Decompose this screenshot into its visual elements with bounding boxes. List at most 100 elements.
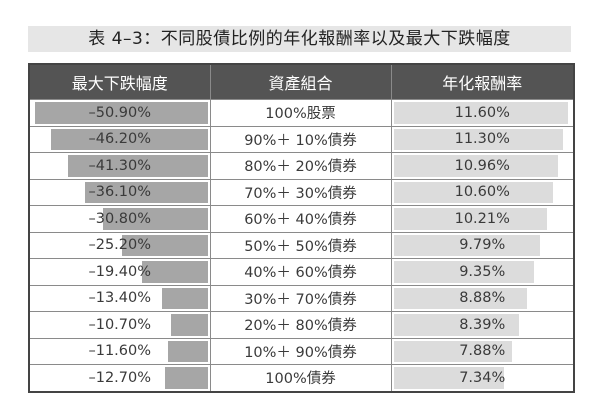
return-value: 7.34% bbox=[459, 369, 506, 386]
return-bar bbox=[393, 128, 563, 150]
drawdown-bar bbox=[51, 128, 208, 150]
drawdown-cell: –10.70% bbox=[29, 311, 211, 338]
drawdown-bar bbox=[171, 314, 208, 336]
drawdown-bar bbox=[103, 208, 208, 230]
return-bar bbox=[393, 261, 534, 283]
drawdown-value: –19.40% bbox=[88, 263, 152, 280]
table-row: –13.40% 30%＋ 70%債券 8.88% bbox=[29, 284, 574, 312]
return-value: 11.60% bbox=[454, 104, 510, 121]
drawdown-value: –12.70% bbox=[88, 369, 152, 386]
return-bar bbox=[393, 287, 527, 309]
return-cell: 10.21% bbox=[391, 205, 574, 232]
return-value: 8.88% bbox=[459, 290, 506, 307]
drawdown-value: –13.40% bbox=[88, 290, 152, 307]
drawdown-bar bbox=[168, 340, 208, 362]
table-row: –19.40% 40%＋ 60%債券 9.35% bbox=[29, 258, 574, 285]
drawdown-bar bbox=[164, 367, 208, 389]
return-value: 8.39% bbox=[459, 316, 506, 333]
portfolio-label: 20%＋ 80%債券 bbox=[244, 318, 357, 335]
drawdown-cell: –19.40% bbox=[29, 258, 211, 285]
return-bar bbox=[393, 208, 547, 230]
portfolio-cell: 30%＋ 70%債券 bbox=[210, 284, 392, 312]
drawdown-bar bbox=[85, 181, 208, 203]
return-bar bbox=[393, 102, 568, 124]
return-value: 7.88% bbox=[459, 343, 506, 360]
portfolio-cell: 90%＋ 10%債券 bbox=[210, 125, 392, 153]
return-value: 10.21% bbox=[454, 210, 510, 227]
drawdown-bar bbox=[141, 261, 208, 283]
portfolio-label: 30%＋ 70%債券 bbox=[244, 291, 357, 308]
portfolio-label: 60%＋ 40%債券 bbox=[244, 212, 357, 229]
table-row: –30.80% 60%＋ 40%債券 10.21% bbox=[29, 205, 574, 232]
drawdown-cell: –25.20% bbox=[29, 231, 211, 259]
drawdown-cell: –41.30% bbox=[29, 152, 211, 179]
drawdown-value: –36.10% bbox=[88, 184, 152, 201]
table-row: –41.30% 80%＋ 20%債券 10.96% bbox=[29, 152, 574, 179]
column-header-return: 年化報酬率 bbox=[391, 64, 574, 100]
drawdown-bar bbox=[35, 102, 208, 124]
return-cell: 8.88% bbox=[391, 284, 574, 312]
return-bar bbox=[393, 181, 553, 203]
portfolio-label: 90%＋ 10%債券 bbox=[244, 132, 357, 149]
drawdown-cell: –11.60% bbox=[29, 337, 211, 365]
drawdown-value: –41.30% bbox=[88, 157, 152, 174]
portfolio-cell: 20%＋ 80%債券 bbox=[210, 311, 392, 338]
return-value: 10.60% bbox=[454, 184, 510, 201]
return-cell: 9.79% bbox=[391, 231, 574, 259]
return-cell: 11.30% bbox=[391, 125, 574, 153]
return-cell: 7.88% bbox=[391, 337, 574, 365]
return-cell: 9.35% bbox=[391, 258, 574, 285]
portfolio-cell: 70%＋ 30%債券 bbox=[210, 178, 392, 206]
portfolio-label: 10%＋ 90%債券 bbox=[244, 344, 357, 361]
return-bar bbox=[393, 340, 512, 362]
return-cell: 8.39% bbox=[391, 311, 574, 338]
portfolio-label: 80%＋ 20%債券 bbox=[244, 159, 357, 176]
drawdown-bar bbox=[67, 155, 208, 177]
drawdown-value: –11.60% bbox=[88, 343, 152, 360]
drawdown-bar bbox=[162, 287, 208, 309]
drawdown-value: –50.90% bbox=[88, 104, 152, 121]
drawdown-value: –30.80% bbox=[88, 210, 152, 227]
header-row: 最大下跌幅度 資產組合 年化報酬率 bbox=[29, 64, 574, 100]
table-row: –50.90% 100%股票 11.60% bbox=[29, 99, 574, 126]
drawdown-cell: –50.90% bbox=[29, 99, 211, 126]
drawdown-value: –25.20% bbox=[88, 237, 152, 254]
portfolio-cell: 80%＋ 20%債券 bbox=[210, 152, 392, 179]
return-bar bbox=[393, 234, 541, 256]
portfolio-table: 最大下跌幅度 資產組合 年化報酬率 –50.90% 100%股票 11.60% –46… bbox=[28, 63, 575, 393]
portfolio-label: 40%＋ 60%債券 bbox=[244, 265, 357, 282]
return-bar bbox=[393, 314, 520, 336]
table-row: –10.70% 20%＋ 80%債券 8.39% bbox=[29, 311, 574, 338]
portfolio-cell: 100%股票 bbox=[210, 99, 392, 126]
return-value: 9.35% bbox=[459, 263, 506, 280]
drawdown-cell: –46.20% bbox=[29, 125, 211, 153]
table-row: –46.20% 90%＋ 10%債券 11.30% bbox=[29, 125, 574, 153]
table-body: –50.90% 100%股票 11.60% –46.20% 90%＋ 10%債券 11.3… bbox=[29, 99, 574, 392]
return-value: 9.79% bbox=[459, 237, 506, 254]
return-value: 11.30% bbox=[454, 131, 510, 148]
table-row: –12.70% 100%債券 7.34% bbox=[29, 364, 574, 392]
return-bar bbox=[393, 367, 504, 389]
portfolio-label: 100%債券 bbox=[265, 371, 336, 388]
return-bar bbox=[393, 155, 558, 177]
column-header-drawdown: 最大下跌幅度 bbox=[29, 64, 211, 100]
table-title: 表 4–3：不同股債比例的年化報酬率以及最大下跌幅度 bbox=[28, 26, 571, 52]
drawdown-cell: –36.10% bbox=[29, 178, 211, 206]
drawdown-cell: –30.80% bbox=[29, 205, 211, 232]
return-cell: 11.60% bbox=[391, 99, 574, 126]
drawdown-value: –46.20% bbox=[88, 131, 152, 148]
drawdown-cell: –12.70% bbox=[29, 364, 211, 392]
portfolio-label: 50%＋ 50%債券 bbox=[244, 238, 357, 255]
return-value: 10.96% bbox=[454, 157, 510, 174]
return-cell: 10.96% bbox=[391, 152, 574, 179]
table-row: –25.20% 50%＋ 50%債券 9.79% bbox=[29, 231, 574, 259]
drawdown-bar bbox=[122, 234, 208, 256]
return-cell: 10.60% bbox=[391, 178, 574, 206]
return-cell: 7.34% bbox=[391, 364, 574, 392]
portfolio-cell: 50%＋ 50%債券 bbox=[210, 231, 392, 259]
column-header-portfolio: 資產組合 bbox=[210, 64, 392, 100]
drawdown-value: –10.70% bbox=[88, 316, 152, 333]
portfolio-cell: 60%＋ 40%債券 bbox=[210, 205, 392, 232]
portfolio-cell: 40%＋ 60%債券 bbox=[210, 258, 392, 285]
portfolio-label: 100%股票 bbox=[265, 106, 336, 123]
